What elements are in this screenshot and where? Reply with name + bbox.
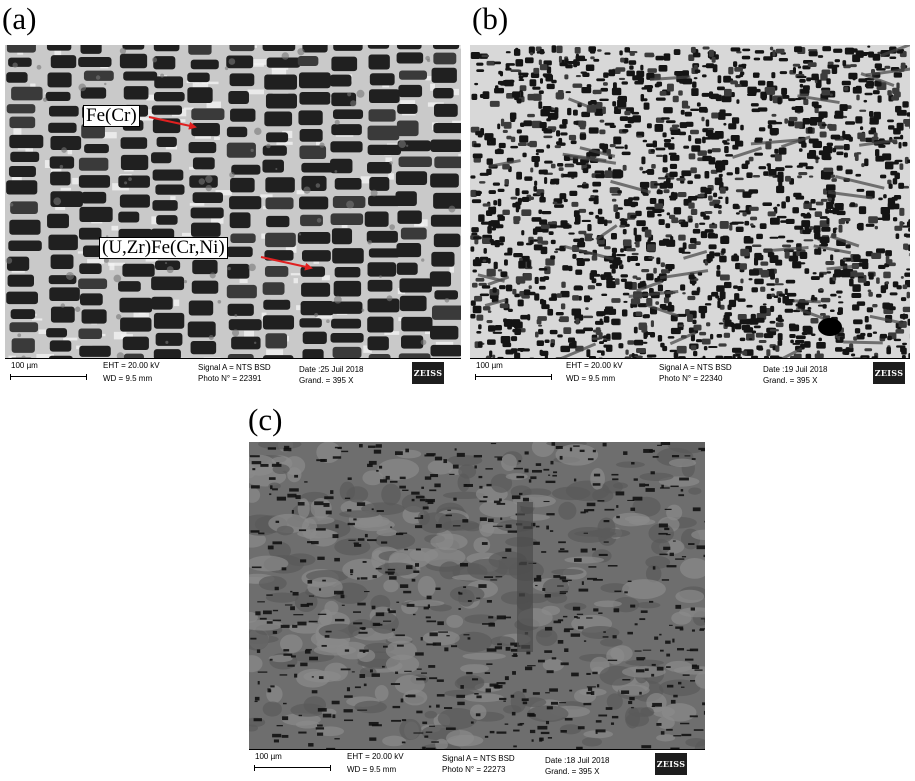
date-text: Date :25 Juil 2018 — [299, 365, 364, 374]
scale-label: 100 µm — [11, 361, 38, 370]
magnification-text: Grand. = 395 X — [763, 376, 818, 385]
signal-text: Signal A = NTS BSD — [442, 754, 515, 763]
databar-a: 100 µm EHT = 20.00 kV WD = 9.5 mm Signal… — [5, 358, 461, 387]
signal-text: Signal A = NTS BSD — [659, 363, 732, 372]
annotation-fe-cr: Fe(Cr) — [83, 105, 140, 127]
databar-b: 100 µm EHT = 20.00 kV WD = 9.5 mm Signal… — [470, 358, 910, 387]
annotation-uzr-phase: (U,Zr)Fe(Cr,Ni) — [99, 237, 228, 259]
zeiss-logo: ZEISS — [412, 362, 444, 384]
scale-label: 100 µm — [476, 361, 503, 370]
date-text: Date :18 Juil 2018 — [545, 756, 610, 765]
date-text: Date :19 Juil 2018 — [763, 365, 828, 374]
micrograph-c-texture — [249, 442, 705, 750]
scale-label: 100 µm — [255, 752, 282, 761]
eht-text: EHT = 20.00 kV — [347, 752, 404, 761]
photo-text: Photo N° = 22273 — [442, 765, 506, 774]
photo-text: Photo N° = 22340 — [659, 374, 723, 383]
micrograph-b-texture — [470, 45, 910, 359]
wd-text: WD = 9.5 mm — [347, 765, 397, 774]
scale-bar — [10, 374, 87, 380]
micrograph-a: 100 µm EHT = 20.00 kV WD = 9.5 mm Signal… — [5, 45, 461, 387]
wd-text: WD = 9.5 mm — [103, 374, 153, 383]
photo-text: Photo N° = 22391 — [198, 374, 262, 383]
magnification-text: Grand. = 395 X — [299, 376, 354, 385]
zeiss-logo: ZEISS — [873, 362, 905, 384]
micrograph-a-texture — [5, 45, 461, 359]
zeiss-logo: ZEISS — [655, 753, 687, 775]
panel-label-a: (a) — [2, 1, 37, 36]
panel-label-c: (c) — [248, 402, 283, 437]
databar-c: 100 µm EHT = 20.00 kV WD = 9.5 mm Signal… — [249, 749, 705, 778]
magnification-text: Grand. = 395 X — [545, 767, 600, 776]
panel-label-b: (b) — [472, 1, 509, 36]
micrograph-c: 100 µm EHT = 20.00 kV WD = 9.5 mm Signal… — [249, 442, 705, 778]
eht-text: EHT = 20.00 kV — [103, 361, 160, 370]
scale-bar — [475, 374, 552, 380]
scale-bar — [254, 765, 331, 771]
eht-text: EHT = 20.00 kV — [566, 361, 623, 370]
signal-text: Signal A = NTS BSD — [198, 363, 271, 372]
micrograph-b: 100 µm EHT = 20.00 kV WD = 9.5 mm Signal… — [470, 45, 910, 387]
wd-text: WD = 9.5 mm — [566, 374, 616, 383]
